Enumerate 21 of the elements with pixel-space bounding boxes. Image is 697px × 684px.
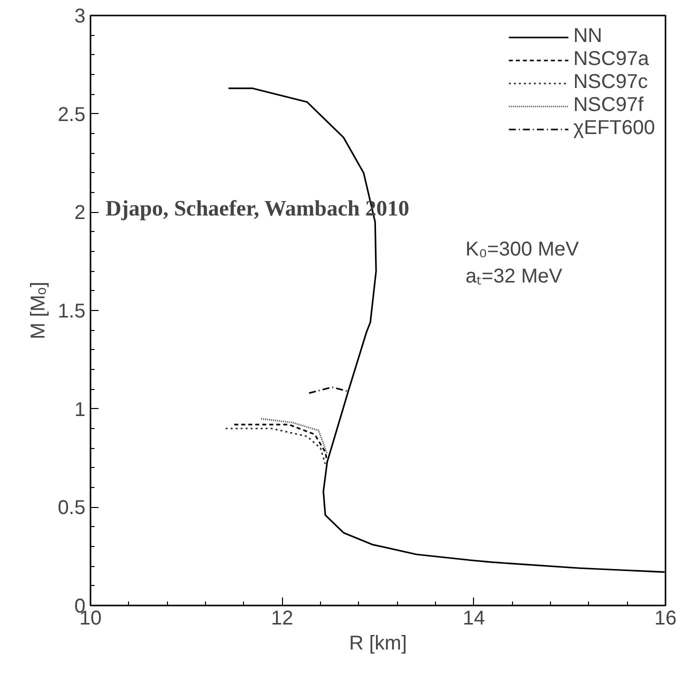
- y-tick-label: 0.5: [58, 497, 86, 520]
- legend-label: NSC97f: [573, 94, 644, 117]
- y-tick-label: 1.5: [58, 300, 86, 322]
- line-series: [224, 428, 326, 465]
- legend-label: NSC97c: [573, 71, 648, 94]
- y-axis-title: M [Mₒ]: [28, 282, 50, 340]
- y-tick-label: 2: [74, 202, 86, 224]
- annotation: aₜ=32 MeV: [466, 266, 563, 288]
- x-tick-label: 16: [654, 608, 677, 630]
- x-tick-label: 14: [462, 608, 485, 630]
- legend-label: χEFT600: [573, 117, 655, 140]
- legend-label: NSC97a: [573, 48, 649, 71]
- x-axis-title: R [km]: [349, 632, 407, 654]
- y-tick-label: 2.5: [58, 104, 86, 126]
- y-tick-label: 3: [74, 6, 86, 28]
- legend-label: NN: [573, 25, 602, 48]
- y-tick-label: 1: [74, 398, 86, 421]
- line-series: [233, 424, 328, 463]
- annotation: K₀=300 MeV: [466, 238, 580, 260]
- x-tick-label: 12: [271, 608, 294, 630]
- line-series: [260, 418, 328, 455]
